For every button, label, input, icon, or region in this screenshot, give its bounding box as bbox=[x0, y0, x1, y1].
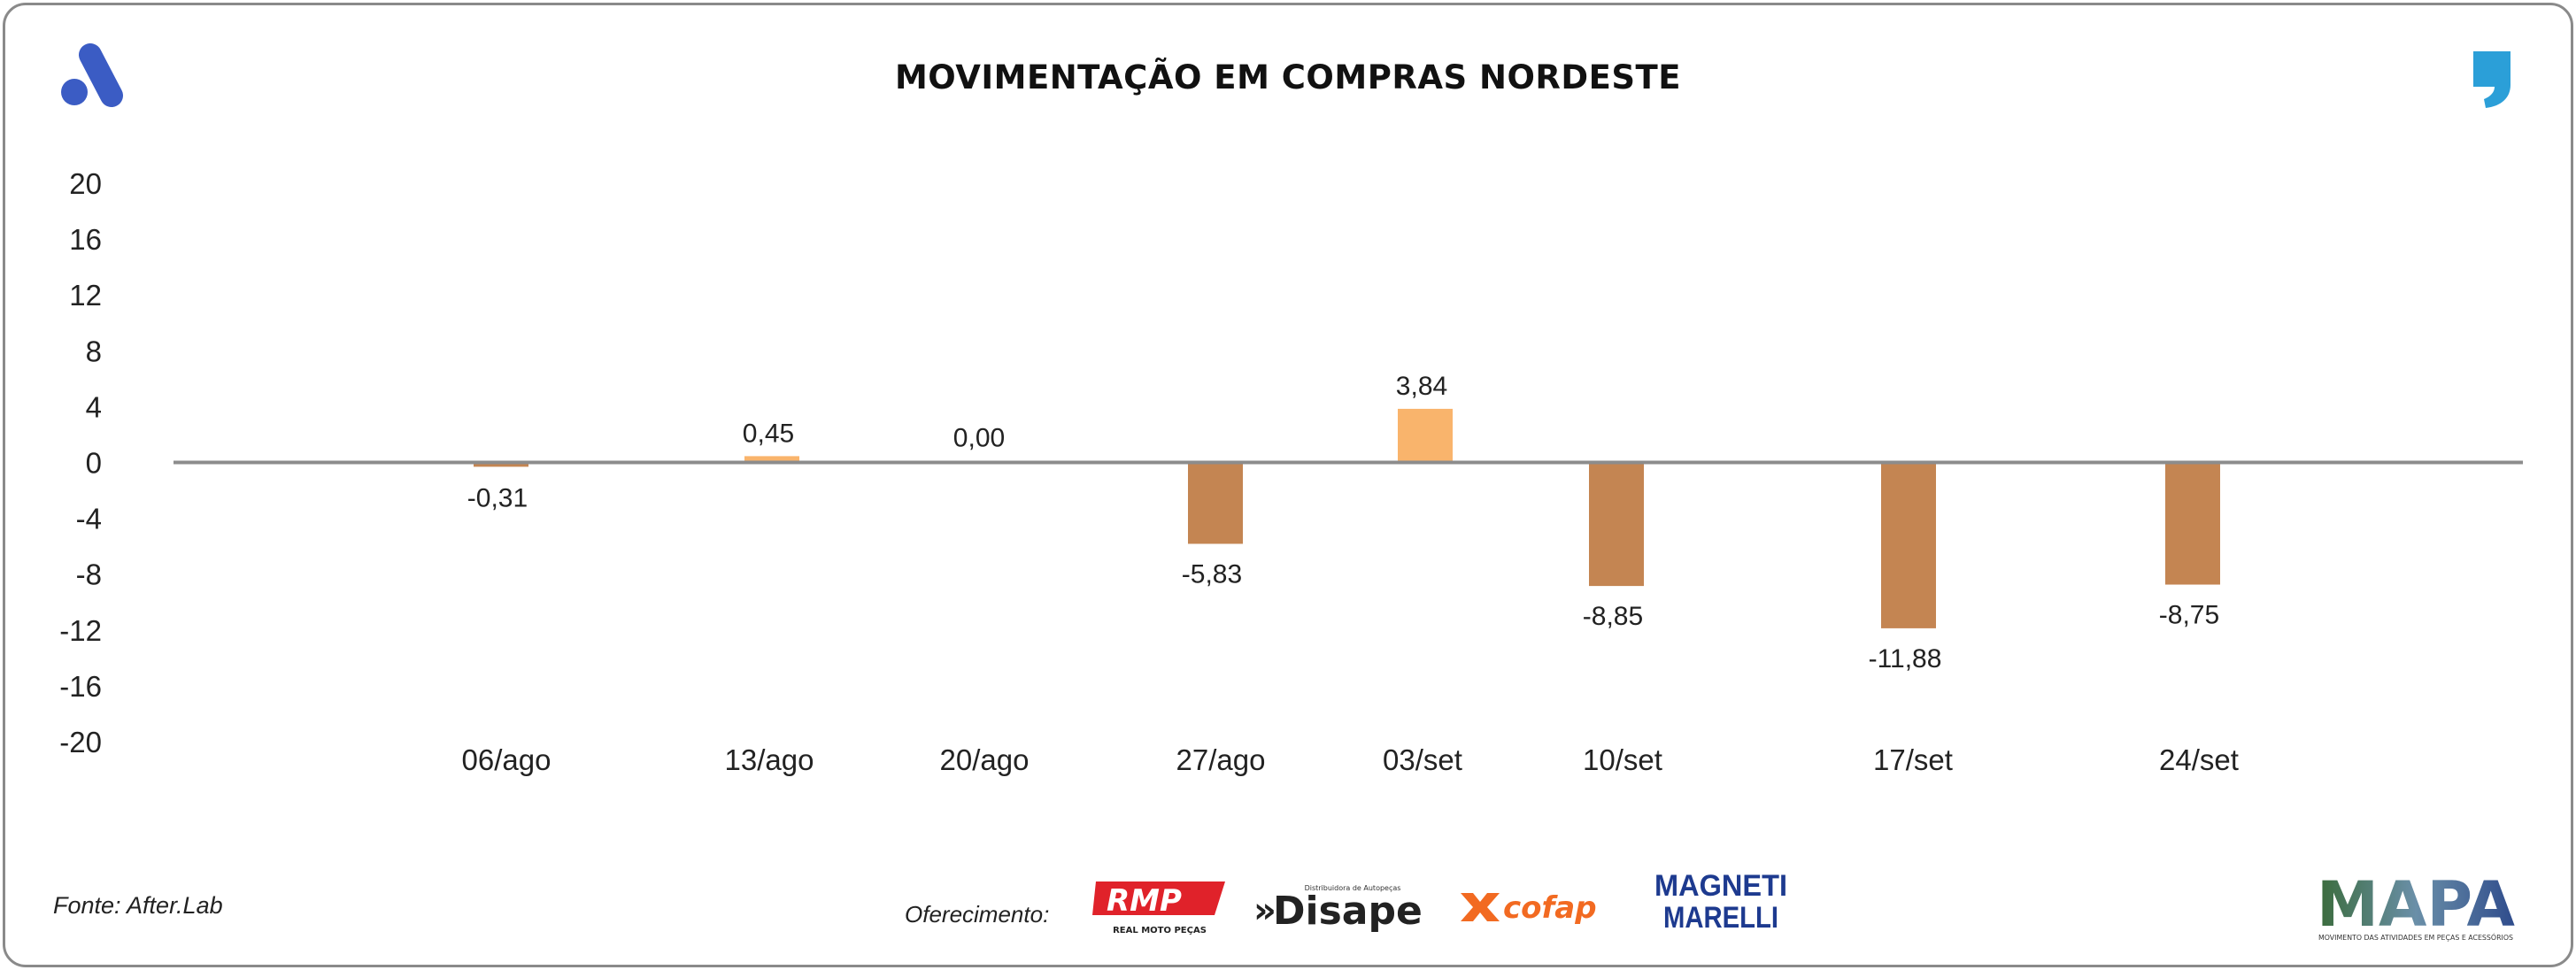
y-tick-label: -12 bbox=[59, 614, 102, 647]
y-tick-label: 8 bbox=[86, 335, 102, 367]
x-tick-label: 27/ago bbox=[1176, 743, 1266, 776]
x-tick-label: 06/ago bbox=[462, 743, 551, 776]
bar-03-set bbox=[1398, 408, 1453, 463]
value-label: -0,31 bbox=[467, 484, 528, 513]
value-label: 0,00 bbox=[953, 424, 1005, 453]
y-tick-label: -4 bbox=[76, 503, 102, 535]
x-tick-label: 20/ago bbox=[940, 743, 1030, 776]
disape-logo: Distribuidora de Autopeças » Disape bbox=[1253, 884, 1423, 934]
disape-prefix: » bbox=[1253, 890, 1276, 931]
magneti-line2: MARELLI bbox=[1663, 901, 1778, 933]
cofap-name: cofap bbox=[1503, 890, 1597, 926]
cofap-logo: cofap bbox=[1461, 890, 1597, 926]
x-tick-label: 13/ago bbox=[725, 743, 814, 776]
disape-tagline: Distribuidora de Autopeças bbox=[1305, 884, 1401, 892]
mapa-logo: MAPA MOVIMENTO DAS ATIVIDADES EM PEÇAS E… bbox=[2317, 871, 2515, 942]
sponsor-label: Oferecimento: bbox=[905, 901, 1050, 928]
y-tick-label: 0 bbox=[86, 447, 102, 480]
y-tick-label: 16 bbox=[69, 223, 102, 256]
disape-name: Disape bbox=[1273, 889, 1423, 934]
y-tick-label: 20 bbox=[69, 167, 102, 200]
source-note: Fonte: After.Lab bbox=[53, 892, 223, 919]
magneti-marelli-logo: MAGNETI MARELLI bbox=[1654, 869, 1787, 933]
quote-comma-icon bbox=[2473, 51, 2510, 108]
y-tick-label: -8 bbox=[76, 558, 102, 591]
bar-10-set bbox=[1589, 462, 1644, 587]
bar-chart: 20 16 12 8 4 0 -4 -8 -12 -16 -20 -0,31 0,45 0,00 -5,8… bbox=[59, 167, 2523, 776]
y-tick-label: -16 bbox=[59, 670, 102, 703]
bar-13-ago bbox=[744, 456, 799, 463]
value-label: -8,85 bbox=[1583, 602, 1643, 631]
x-tick-label: 17/set bbox=[1873, 743, 1953, 776]
bar-24-set bbox=[2165, 462, 2220, 585]
y-tick-label: 4 bbox=[86, 390, 102, 423]
value-label: 0,45 bbox=[743, 419, 794, 448]
x-tick-label: 10/set bbox=[1583, 743, 1662, 776]
magneti-line1: MAGNETI bbox=[1654, 869, 1787, 903]
value-label: -11,88 bbox=[1869, 644, 1942, 674]
value-label: -5,83 bbox=[1182, 559, 1242, 589]
rmp-name: RMP bbox=[1107, 883, 1182, 919]
chart-frame bbox=[3, 3, 2573, 967]
y-tick-label: -20 bbox=[59, 726, 102, 758]
bar-06-ago bbox=[474, 462, 528, 467]
brand-logo-icon bbox=[61, 43, 123, 107]
bar-17-set bbox=[1881, 462, 1936, 628]
value-label: 3,84 bbox=[1396, 372, 1447, 401]
mapa-name: MAPA bbox=[2317, 871, 2515, 941]
value-label: -8,75 bbox=[2159, 601, 2219, 630]
rmp-logo: RMP REAL MOTO PEÇAS bbox=[1092, 881, 1225, 935]
x-tick-label: 03/set bbox=[1383, 743, 1462, 776]
rmp-tagline: REAL MOTO PEÇAS bbox=[1113, 926, 1207, 935]
mapa-tagline: MOVIMENTO DAS ATIVIDADES EM PEÇAS E ACES… bbox=[2318, 932, 2513, 942]
chart-title: MOVIMENTAÇÃO EM COMPRAS NORDESTE bbox=[894, 58, 1682, 96]
x-tick-label: 24/set bbox=[2159, 743, 2239, 776]
y-tick-label: 12 bbox=[69, 279, 102, 312]
bar-27-ago bbox=[1188, 462, 1243, 544]
